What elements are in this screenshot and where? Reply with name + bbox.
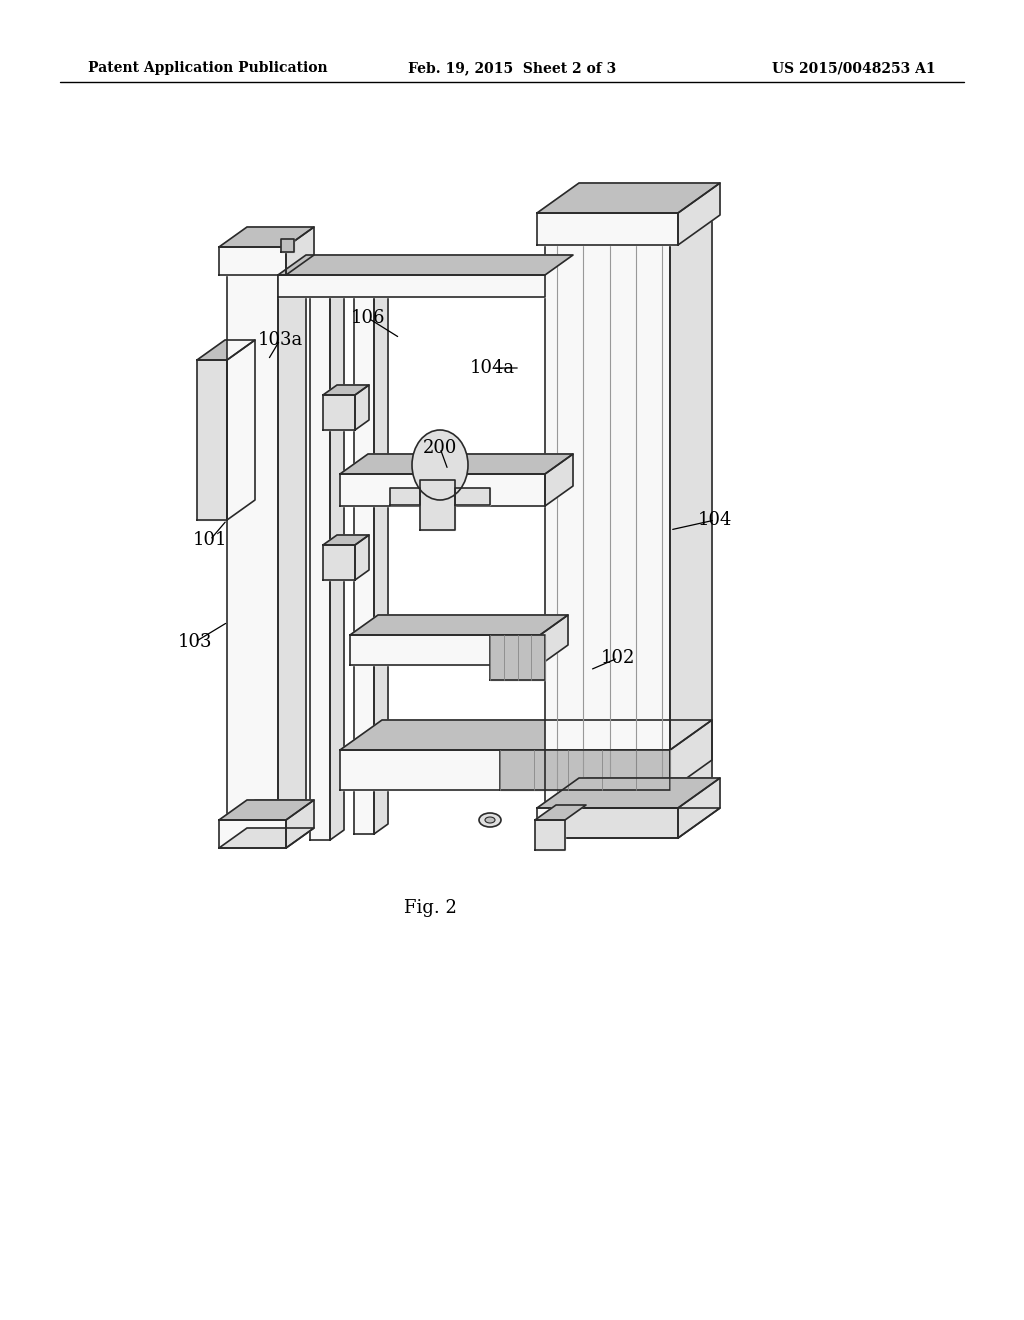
Polygon shape	[670, 215, 712, 808]
Text: 200: 200	[423, 440, 457, 457]
Ellipse shape	[485, 817, 495, 822]
Polygon shape	[227, 275, 278, 820]
Polygon shape	[219, 828, 314, 847]
Ellipse shape	[412, 430, 468, 500]
Text: 104a: 104a	[469, 359, 515, 378]
Polygon shape	[455, 488, 490, 506]
Polygon shape	[278, 255, 573, 275]
Polygon shape	[354, 289, 374, 834]
Text: Feb. 19, 2015  Sheet 2 of 3: Feb. 19, 2015 Sheet 2 of 3	[408, 61, 616, 75]
Polygon shape	[670, 719, 712, 789]
Polygon shape	[227, 255, 306, 275]
Text: 103a: 103a	[257, 331, 303, 348]
Polygon shape	[227, 800, 306, 820]
Polygon shape	[355, 385, 369, 430]
Polygon shape	[340, 454, 573, 474]
Polygon shape	[390, 488, 420, 506]
Polygon shape	[340, 474, 545, 506]
Polygon shape	[500, 750, 670, 789]
Polygon shape	[323, 385, 369, 395]
Text: Patent Application Publication: Patent Application Publication	[88, 61, 328, 75]
Polygon shape	[545, 246, 670, 808]
Polygon shape	[323, 535, 369, 545]
Polygon shape	[310, 294, 330, 840]
Text: 106: 106	[351, 309, 385, 327]
Polygon shape	[537, 808, 678, 838]
Polygon shape	[278, 255, 306, 820]
Polygon shape	[537, 183, 720, 213]
Polygon shape	[330, 285, 344, 840]
Polygon shape	[545, 454, 573, 506]
Polygon shape	[537, 777, 720, 808]
Polygon shape	[340, 719, 712, 750]
Polygon shape	[350, 635, 540, 665]
Polygon shape	[323, 545, 355, 579]
Polygon shape	[219, 820, 286, 847]
Polygon shape	[219, 227, 314, 247]
Polygon shape	[545, 777, 712, 808]
Polygon shape	[197, 341, 255, 360]
Polygon shape	[197, 360, 227, 520]
Polygon shape	[545, 215, 712, 246]
Polygon shape	[490, 635, 545, 680]
Polygon shape	[219, 247, 286, 275]
Polygon shape	[374, 279, 388, 834]
Polygon shape	[537, 213, 678, 246]
Text: 103: 103	[178, 634, 212, 651]
Polygon shape	[678, 183, 720, 246]
Ellipse shape	[479, 813, 501, 828]
Text: 102: 102	[601, 649, 635, 667]
Polygon shape	[278, 275, 545, 297]
Text: 101: 101	[193, 531, 227, 549]
Polygon shape	[420, 480, 455, 531]
Text: Fig. 2: Fig. 2	[403, 899, 457, 917]
Polygon shape	[227, 341, 255, 520]
Polygon shape	[281, 239, 294, 252]
Polygon shape	[286, 800, 314, 847]
Polygon shape	[535, 805, 586, 820]
Polygon shape	[540, 615, 568, 665]
Text: US 2015/0048253 A1: US 2015/0048253 A1	[772, 61, 936, 75]
Polygon shape	[537, 808, 720, 838]
Polygon shape	[350, 615, 568, 635]
Text: 104: 104	[697, 511, 732, 529]
Polygon shape	[678, 777, 720, 838]
Polygon shape	[286, 227, 314, 275]
Polygon shape	[355, 535, 369, 579]
Polygon shape	[219, 800, 314, 820]
Polygon shape	[535, 820, 565, 850]
Polygon shape	[323, 395, 355, 430]
Polygon shape	[340, 750, 670, 789]
